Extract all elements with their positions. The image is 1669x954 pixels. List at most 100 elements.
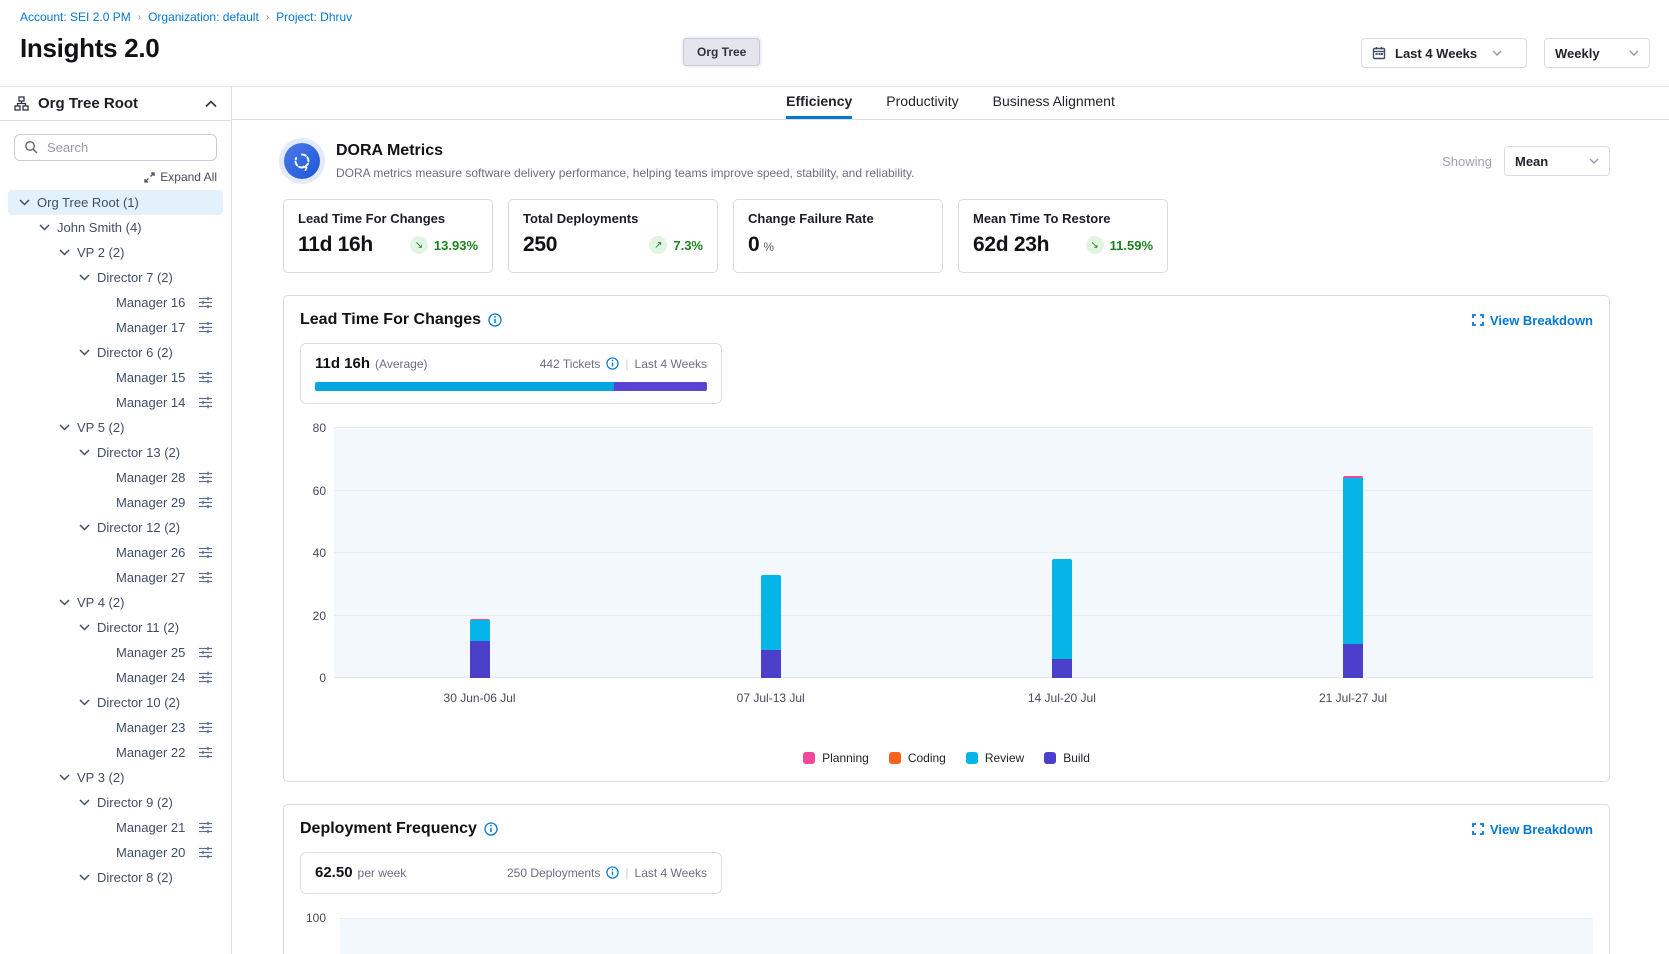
org-tree-button[interactable]: Org Tree xyxy=(683,38,760,66)
sliders-filter-icon[interactable] xyxy=(198,571,213,584)
deployment-frequency-chart: 100 xyxy=(300,918,1593,954)
info-icon[interactable] xyxy=(606,357,619,370)
tree-item-director-6-2[interactable]: Director 6 (2) xyxy=(8,340,223,365)
tree-item-manager-14[interactable]: Manager 14 xyxy=(8,390,223,415)
info-icon[interactable] xyxy=(606,866,619,879)
chevron-down-icon[interactable] xyxy=(36,220,52,236)
sliders-filter-icon[interactable] xyxy=(198,821,213,834)
legend-swatch-icon xyxy=(966,752,978,764)
tree-item-director-13-2[interactable]: Director 13 (2) xyxy=(8,440,223,465)
sliders-filter-icon[interactable] xyxy=(198,746,213,759)
tab-business-alignment[interactable]: Business Alignment xyxy=(993,87,1115,119)
expand-all-button[interactable]: Expand All xyxy=(0,170,217,184)
tree-item-org-tree-root-1[interactable]: Org Tree Root (1) xyxy=(8,190,223,215)
tree-item-manager-17[interactable]: Manager 17 xyxy=(8,315,223,340)
tree-item-director-12-2[interactable]: Director 12 (2) xyxy=(8,515,223,540)
sliders-filter-icon[interactable] xyxy=(198,846,213,859)
breadcrumb-link[interactable]: Project: Dhruv xyxy=(276,10,352,24)
tree-item-vp-3-2[interactable]: VP 3 (2) xyxy=(8,765,223,790)
chevron-down-icon[interactable] xyxy=(76,870,92,886)
sliders-filter-icon[interactable] xyxy=(198,371,213,384)
tree-item-manager-22[interactable]: Manager 22 xyxy=(8,740,223,765)
deployment-view-breakdown-link[interactable]: View Breakdown xyxy=(1472,822,1593,837)
sliders-filter-icon[interactable] xyxy=(198,721,213,734)
trend-down-arrow-icon: ↘ xyxy=(1086,236,1104,254)
tree-item-manager-21[interactable]: Manager 21 xyxy=(8,815,223,840)
chevron-down-icon[interactable] xyxy=(56,770,72,786)
granularity-select[interactable]: Weekly xyxy=(1544,38,1650,68)
tree-item-vp-2-2[interactable]: VP 2 (2) xyxy=(8,240,223,265)
gridline xyxy=(334,552,1593,553)
chevron-down-icon[interactable] xyxy=(76,520,92,536)
y-axis-tick: 40 xyxy=(300,546,326,560)
tree-item-vp-4-2[interactable]: VP 4 (2) xyxy=(8,590,223,615)
bar-segment-build-share xyxy=(614,382,707,391)
chevron-down-icon[interactable] xyxy=(76,270,92,286)
tree-item-manager-29[interactable]: Manager 29 xyxy=(8,490,223,515)
legend-item-build[interactable]: Build xyxy=(1044,751,1090,765)
legend-label: Build xyxy=(1063,751,1090,765)
tree-item-director-8-2[interactable]: Director 8 (2) xyxy=(8,865,223,890)
breadcrumb-link[interactable]: Account: SEI 2.0 PM xyxy=(20,10,131,24)
sliders-filter-icon[interactable] xyxy=(198,396,213,409)
bar-segment-build xyxy=(1343,644,1363,678)
chevron-down-icon[interactable] xyxy=(76,795,92,811)
sidebar-title: Org Tree Root xyxy=(38,95,196,112)
sliders-filter-icon[interactable] xyxy=(198,646,213,659)
tree-item-john-smith-4[interactable]: John Smith (4) xyxy=(8,215,223,240)
collapse-panel-icon[interactable] xyxy=(205,100,217,108)
tree-item-director-10-2[interactable]: Director 10 (2) xyxy=(8,690,223,715)
chevron-down-icon[interactable] xyxy=(56,420,72,436)
deployment-frequency-section: Deployment Frequency View Breakdown 62.5… xyxy=(283,804,1610,954)
stacked-bar[interactable] xyxy=(1052,559,1072,678)
date-range-select[interactable]: Last 4 Weeks xyxy=(1361,38,1527,68)
chevron-down-icon[interactable] xyxy=(56,595,72,611)
legend-item-coding[interactable]: Coding xyxy=(889,751,946,765)
tree-item-manager-16[interactable]: Manager 16 xyxy=(8,290,223,315)
tree-item-manager-27[interactable]: Manager 27 xyxy=(8,565,223,590)
tickets-count: 442 Tickets xyxy=(540,357,601,371)
lead-time-average-value: 11d 16h xyxy=(315,355,370,372)
sliders-filter-icon[interactable] xyxy=(198,296,213,309)
x-axis-label: 07 Jul-13 Jul xyxy=(737,691,805,705)
tree-item-manager-28[interactable]: Manager 28 xyxy=(8,465,223,490)
tree-item-vp-5-2[interactable]: VP 5 (2) xyxy=(8,415,223,440)
info-icon[interactable] xyxy=(488,313,502,327)
tab-efficiency[interactable]: Efficiency xyxy=(786,87,852,119)
sliders-filter-icon[interactable] xyxy=(198,471,213,484)
tree-item-manager-15[interactable]: Manager 15 xyxy=(8,365,223,390)
lead-time-view-breakdown-link[interactable]: View Breakdown xyxy=(1472,313,1593,328)
tree-item-director-9-2[interactable]: Director 9 (2) xyxy=(8,790,223,815)
tree-item-manager-23[interactable]: Manager 23 xyxy=(8,715,223,740)
sliders-filter-icon[interactable] xyxy=(198,671,213,684)
chevron-down-icon[interactable] xyxy=(56,245,72,261)
showing-label: Showing xyxy=(1442,154,1492,169)
chevron-down-icon[interactable] xyxy=(76,620,92,636)
tree-item-manager-25[interactable]: Manager 25 xyxy=(8,640,223,665)
tree-item-manager-24[interactable]: Manager 24 xyxy=(8,665,223,690)
info-icon[interactable] xyxy=(484,822,498,836)
stacked-bar[interactable] xyxy=(761,575,781,678)
tree-item-label: John Smith (4) xyxy=(57,220,223,235)
app-header: Account: SEI 2.0 PM›Organization: defaul… xyxy=(0,0,1669,87)
chevron-down-icon[interactable] xyxy=(76,695,92,711)
chevron-down-icon[interactable] xyxy=(76,345,92,361)
chevron-down-icon[interactable] xyxy=(16,195,32,211)
sliders-filter-icon[interactable] xyxy=(198,496,213,509)
chevron-down-icon[interactable] xyxy=(76,445,92,461)
tree-item-manager-20[interactable]: Manager 20 xyxy=(8,840,223,865)
legend-item-planning[interactable]: Planning xyxy=(803,751,869,765)
showing-select[interactable]: Mean xyxy=(1504,146,1610,176)
stacked-bar[interactable] xyxy=(1343,476,1363,678)
breadcrumb-link[interactable]: Organization: default xyxy=(148,10,259,24)
sliders-filter-icon[interactable] xyxy=(198,546,213,559)
tab-productivity[interactable]: Productivity xyxy=(886,87,958,119)
tree-item-director-11-2[interactable]: Director 11 (2) xyxy=(8,615,223,640)
legend-item-review[interactable]: Review xyxy=(966,751,1024,765)
tree-item-manager-26[interactable]: Manager 26 xyxy=(8,540,223,565)
search-input[interactable] xyxy=(14,134,217,161)
metric-value: 250 xyxy=(523,233,557,257)
stacked-bar[interactable] xyxy=(470,619,490,678)
sliders-filter-icon[interactable] xyxy=(198,321,213,334)
tree-item-director-7-2[interactable]: Director 7 (2) xyxy=(8,265,223,290)
